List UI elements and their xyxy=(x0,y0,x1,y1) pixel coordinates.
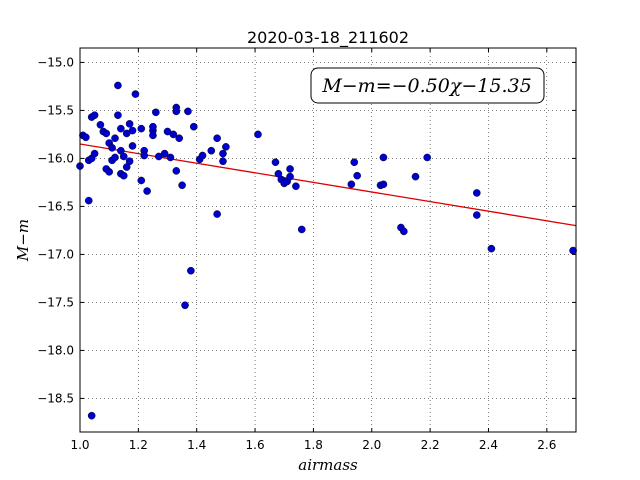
data-point xyxy=(189,122,198,131)
data-point xyxy=(105,168,113,176)
data-point xyxy=(297,225,306,234)
data-point xyxy=(178,181,186,190)
data-point xyxy=(172,167,181,175)
x-tick-label: 2.0 xyxy=(362,438,381,452)
x-tick-label: 2.6 xyxy=(537,438,556,452)
data-point xyxy=(90,149,99,158)
y-tick-label: −16.0 xyxy=(37,151,74,165)
x-axis-label: airmass xyxy=(298,456,358,474)
data-point xyxy=(152,108,160,117)
x-tick-label: 1.8 xyxy=(304,438,323,452)
y-tick-label: −17.5 xyxy=(37,295,74,309)
points-layer xyxy=(76,81,577,420)
data-point xyxy=(400,227,408,236)
x-tick-label: 1.0 xyxy=(70,438,89,452)
data-point xyxy=(198,151,207,160)
annotation-frame xyxy=(310,67,545,104)
y-tick-label: −15.0 xyxy=(37,55,74,69)
data-point xyxy=(117,124,125,133)
data-point xyxy=(119,171,128,180)
data-point xyxy=(96,121,105,129)
chart-title: 2020-03-18_211602 xyxy=(247,28,409,48)
data-point xyxy=(172,107,181,116)
data-point xyxy=(181,301,189,310)
data-point xyxy=(160,149,169,158)
data-point xyxy=(143,187,151,195)
y-axis-label: M−m xyxy=(14,219,32,262)
data-point xyxy=(128,126,137,135)
x-tick-label: 1.2 xyxy=(129,438,148,452)
data-point xyxy=(125,120,134,128)
fit-layer xyxy=(79,143,577,227)
plot-frame xyxy=(79,47,577,433)
data-point xyxy=(472,189,481,197)
data-point xyxy=(149,131,157,140)
data-point xyxy=(137,124,146,133)
data-point xyxy=(347,180,356,189)
data-point xyxy=(286,165,294,173)
data-point xyxy=(350,158,359,167)
data-point xyxy=(213,210,221,218)
data-point xyxy=(219,149,227,158)
x-tick-label: 1.4 xyxy=(187,438,206,452)
data-point xyxy=(411,172,420,181)
y-tick-label: −18.0 xyxy=(37,343,74,357)
data-point xyxy=(90,111,99,119)
data-point xyxy=(213,134,221,143)
data-point xyxy=(82,133,90,142)
data-point xyxy=(111,134,119,143)
x-tick-label: 2.4 xyxy=(479,438,498,452)
fit-line xyxy=(79,143,577,227)
data-point xyxy=(487,244,496,253)
data-point xyxy=(207,146,216,155)
data-point xyxy=(379,180,388,189)
data-point xyxy=(102,129,111,138)
data-point xyxy=(169,130,178,139)
data-point xyxy=(187,266,195,275)
data-point xyxy=(131,90,140,98)
data-point xyxy=(111,153,119,162)
data-point xyxy=(119,152,128,161)
plot-area xyxy=(80,48,576,432)
data-point xyxy=(184,107,192,116)
data-point xyxy=(423,153,432,162)
annotation-text: M−m=−0.50χ−15.35 xyxy=(321,75,531,97)
data-point xyxy=(108,144,116,152)
data-point xyxy=(222,143,230,151)
data-point xyxy=(84,196,93,205)
data-point xyxy=(292,182,300,191)
data-point xyxy=(472,211,481,219)
data-point xyxy=(286,172,294,181)
x-tick-label: 2.2 xyxy=(421,438,440,452)
data-point xyxy=(175,134,183,143)
data-point xyxy=(166,153,175,162)
data-point xyxy=(114,111,122,119)
axis-ticks: 1.0 1.2 1.4 1.6 1.8 2.0 2.2 2.4 2.6 −15.0 −15.5 −16… xyxy=(37,48,576,452)
x-tick-label: 1.6 xyxy=(246,438,265,452)
fit-annotation: M−m=−0.50χ−15.35 xyxy=(310,67,545,104)
data-point xyxy=(128,142,137,150)
y-tick-label: −17.0 xyxy=(37,247,74,261)
y-tick-label: −16.5 xyxy=(37,199,74,213)
data-point xyxy=(114,81,122,90)
data-point xyxy=(137,176,146,185)
data-point xyxy=(379,153,388,162)
data-point xyxy=(125,157,134,166)
data-point xyxy=(149,122,157,131)
data-point xyxy=(271,158,280,167)
data-point xyxy=(87,411,96,420)
data-point xyxy=(254,130,262,139)
data-point xyxy=(140,151,148,160)
y-tick-label: −18.5 xyxy=(37,391,74,405)
data-point xyxy=(353,171,361,180)
y-tick-label: −15.5 xyxy=(37,103,74,117)
grid xyxy=(79,48,576,432)
data-point xyxy=(569,246,577,255)
data-point xyxy=(219,157,227,166)
